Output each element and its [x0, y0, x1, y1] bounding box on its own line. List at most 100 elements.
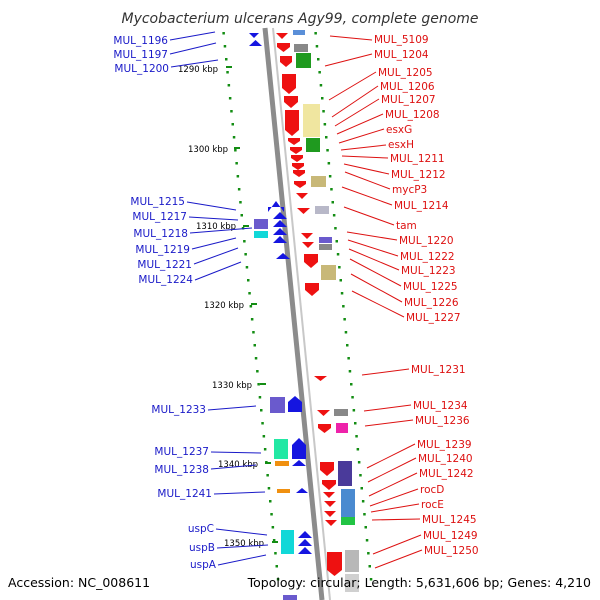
gene-arrow[interactable] — [327, 552, 342, 576]
gene-label-left[interactable]: MUL_1196 — [113, 35, 168, 47]
gene-label-right[interactable]: esxH — [388, 139, 414, 151]
gene-box[interactable] — [254, 231, 268, 238]
gene-box[interactable] — [311, 176, 326, 187]
gene-label-right[interactable]: MUL_1239 — [417, 439, 472, 451]
gene-box[interactable] — [293, 30, 305, 35]
gene-box[interactable] — [341, 489, 355, 517]
gene-label-left[interactable]: MUL_1233 — [151, 404, 206, 416]
gene-label-right[interactable]: MUL_1222 — [400, 251, 455, 263]
gene-arrow[interactable] — [324, 501, 336, 507]
gene-label-left[interactable]: MUL_1219 — [135, 244, 190, 256]
gene-arrow[interactable] — [298, 531, 312, 538]
gene-label-right[interactable]: MUL_1240 — [418, 453, 473, 465]
gene-arrow[interactable] — [273, 228, 287, 235]
gene-arrow[interactable] — [298, 539, 312, 546]
gene-label-right[interactable]: MUL_1223 — [401, 265, 456, 277]
gene-label-left[interactable]: MUL_1197 — [113, 49, 168, 61]
gene-label-left[interactable]: MUL_1215 — [130, 196, 185, 208]
gene-box[interactable] — [345, 574, 359, 592]
gene-arrow[interactable] — [282, 74, 296, 94]
gene-box[interactable] — [306, 138, 320, 152]
gene-label-right[interactable]: tam — [396, 220, 417, 232]
gene-arrow[interactable] — [305, 283, 319, 296]
gene-box[interactable] — [274, 439, 288, 459]
gene-label-left[interactable]: uspC — [188, 523, 214, 535]
gene-box[interactable] — [275, 461, 289, 466]
gene-box[interactable] — [315, 206, 329, 214]
gene-arrow[interactable] — [268, 201, 284, 212]
gene-label-right[interactable]: rocD — [420, 484, 444, 496]
gene-label-right[interactable]: rocE — [421, 499, 444, 511]
gene-arrow[interactable] — [325, 520, 337, 526]
gene-box[interactable] — [336, 423, 348, 433]
gene-label-right[interactable]: MUL_1245 — [422, 514, 477, 526]
gene-box[interactable] — [345, 550, 359, 572]
gene-box[interactable] — [296, 53, 311, 68]
gene-arrow[interactable] — [322, 480, 336, 490]
gene-label-left[interactable]: MUL_1224 — [138, 274, 193, 286]
gene-arrow[interactable] — [288, 396, 302, 412]
gene-box[interactable] — [338, 461, 352, 486]
gene-label-right[interactable]: MUL_1211 — [390, 153, 445, 165]
gene-label-left[interactable]: MUL_1218 — [133, 228, 188, 240]
gene-box[interactable] — [270, 397, 285, 413]
gene-label-right[interactable]: MUL_1208 — [385, 109, 440, 121]
gene-arrow[interactable] — [298, 547, 312, 554]
gene-arrow[interactable] — [284, 96, 298, 108]
gene-label-right[interactable]: MUL_1207 — [381, 94, 436, 106]
gene-arrow[interactable] — [294, 181, 306, 188]
gene-arrow[interactable] — [296, 193, 308, 199]
gene-arrow[interactable] — [290, 147, 302, 154]
gene-arrow[interactable] — [304, 254, 318, 268]
gene-arrow[interactable] — [291, 155, 303, 162]
gene-arrow[interactable] — [318, 424, 331, 433]
gene-arrow[interactable] — [302, 242, 314, 248]
gene-label-left[interactable]: uspB — [189, 542, 215, 554]
gene-arrow[interactable] — [273, 212, 287, 219]
gene-arrow[interactable] — [314, 376, 327, 381]
gene-arrow[interactable] — [324, 511, 336, 517]
gene-arrow[interactable] — [292, 163, 304, 170]
gene-box[interactable] — [303, 104, 320, 137]
gene-box[interactable] — [294, 44, 308, 52]
gene-arrow[interactable] — [292, 438, 306, 459]
gene-label-right[interactable]: MUL_1231 — [411, 364, 466, 376]
gene-arrow[interactable] — [288, 138, 300, 145]
gene-label-right[interactable]: MUL_1214 — [394, 200, 449, 212]
gene-arrow[interactable] — [293, 170, 305, 177]
gene-label-left[interactable]: MUL_1237 — [154, 446, 209, 458]
gene-arrow[interactable] — [301, 233, 313, 239]
gene-box[interactable] — [319, 244, 332, 250]
gene-box[interactable] — [281, 530, 294, 554]
gene-label-left[interactable]: MUL_1217 — [132, 211, 187, 223]
gene-label-right[interactable]: MUL_1206 — [380, 81, 435, 93]
gene-box[interactable] — [319, 237, 332, 243]
gene-arrow[interactable] — [273, 220, 287, 227]
gene-label-left[interactable]: MUL_1200 — [114, 63, 169, 75]
gene-label-right[interactable]: mycP3 — [392, 184, 427, 196]
gene-box[interactable] — [277, 489, 290, 493]
gene-label-left[interactable]: uspA — [190, 559, 217, 571]
gene-label-right[interactable]: MUL_1234 — [413, 400, 468, 412]
gene-label-right[interactable]: MUL_5109 — [374, 34, 429, 46]
gene-label-right[interactable]: MUL_1212 — [391, 169, 446, 181]
gene-arrow[interactable] — [292, 460, 306, 466]
gene-arrow[interactable] — [276, 33, 288, 39]
gene-label-right[interactable]: MUL_1227 — [406, 312, 461, 324]
gene-arrow[interactable] — [249, 40, 262, 46]
gene-label-right[interactable]: MUL_1220 — [399, 235, 454, 247]
gene-box[interactable] — [283, 595, 297, 600]
gene-arrow[interactable] — [249, 33, 259, 38]
gene-label-left[interactable]: MUL_1238 — [154, 464, 209, 476]
gene-arrow[interactable] — [285, 110, 299, 136]
gene-arrow[interactable] — [317, 410, 330, 416]
gene-arrow[interactable] — [280, 56, 292, 67]
gene-label-right[interactable]: MUL_1225 — [403, 281, 458, 293]
gene-label-right[interactable]: MUL_1205 — [378, 67, 433, 79]
gene-arrow[interactable] — [297, 208, 310, 214]
gene-label-left[interactable]: MUL_1241 — [157, 488, 212, 500]
gene-label-right[interactable]: MUL_1250 — [424, 545, 479, 557]
gene-label-right[interactable]: MUL_1204 — [374, 49, 429, 61]
gene-arrow[interactable] — [320, 462, 334, 476]
gene-label-right[interactable]: esxG — [386, 124, 412, 136]
